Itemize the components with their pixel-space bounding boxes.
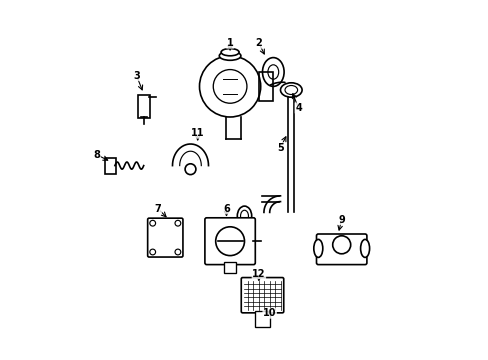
Text: 11: 11 xyxy=(190,128,204,138)
Ellipse shape xyxy=(219,51,241,60)
Text: 3: 3 xyxy=(133,71,140,81)
Ellipse shape xyxy=(280,83,302,97)
FancyBboxPatch shape xyxy=(254,311,270,327)
Ellipse shape xyxy=(221,49,239,56)
Ellipse shape xyxy=(237,206,251,226)
FancyBboxPatch shape xyxy=(204,218,255,265)
Text: 5: 5 xyxy=(277,143,284,153)
Text: 12: 12 xyxy=(252,269,265,279)
Text: 4: 4 xyxy=(295,103,301,113)
Text: 9: 9 xyxy=(338,215,345,225)
Text: 1: 1 xyxy=(226,38,233,48)
Ellipse shape xyxy=(313,239,322,257)
Text: 7: 7 xyxy=(154,204,161,214)
Text: 2: 2 xyxy=(255,38,262,48)
FancyBboxPatch shape xyxy=(147,218,183,257)
FancyBboxPatch shape xyxy=(137,95,149,118)
FancyBboxPatch shape xyxy=(241,278,283,313)
Text: 6: 6 xyxy=(223,204,229,214)
FancyBboxPatch shape xyxy=(224,262,236,273)
Text: 10: 10 xyxy=(263,308,276,318)
FancyBboxPatch shape xyxy=(105,158,115,174)
FancyBboxPatch shape xyxy=(316,234,366,265)
Ellipse shape xyxy=(360,239,369,257)
Circle shape xyxy=(332,236,350,254)
Text: 8: 8 xyxy=(93,150,100,160)
